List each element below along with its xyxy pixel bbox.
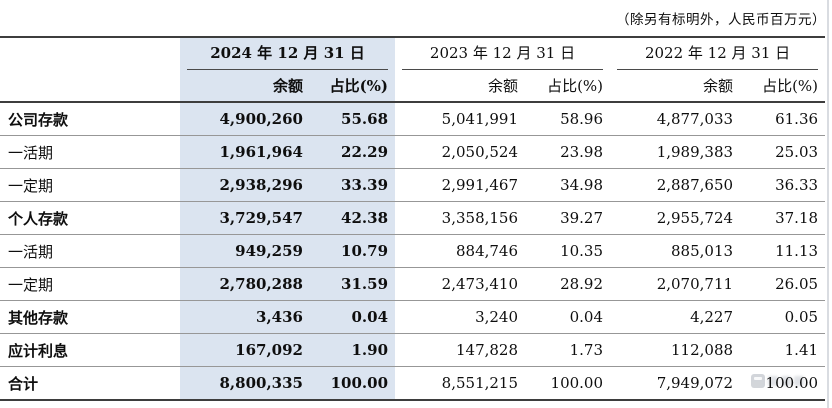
- deposits-table: 2024 年 12 月 31 日 2023 年 12 月 31 日 2022 年…: [0, 36, 826, 401]
- balance-2024: 3,436: [180, 300, 305, 334]
- col-header-2024: 2024 年 12 月 31 日: [187, 38, 389, 70]
- table-row-accrued-interest: 应计利息 167,092 1.90 147,828 1.73 112,088 1…: [0, 333, 826, 367]
- date-header-row: 2024 年 12 月 31 日 2023 年 12 月 31 日 2022 年…: [0, 37, 825, 70]
- balance-2022: 7,949,072: [610, 366, 736, 401]
- ratio-2024: 22.29: [305, 135, 396, 169]
- balance-2023: 8,551,215: [395, 366, 521, 401]
- col-header-2022: 2022 年 12 月 31 日: [617, 38, 819, 70]
- page-edge-line: [827, 0, 829, 408]
- ratio-2023: 28.92: [520, 267, 611, 301]
- balance-2022: 2,070,711: [610, 267, 736, 301]
- balance-2024: 167,092: [180, 333, 305, 367]
- balance-2023: 3,358,156: [395, 201, 521, 235]
- row-label: 个人存款: [0, 201, 180, 235]
- ratio-2023: 23.98: [520, 135, 611, 169]
- table-row-personal-deposits: 个人存款 3,729,547 42.38 3,358,156 39.27 2,9…: [0, 201, 826, 235]
- ratio-2024: 0.04: [305, 300, 396, 334]
- ratio-2024: 100.00: [305, 366, 396, 401]
- ratio-2022: 1.41: [735, 333, 826, 367]
- row-label: 公司存款: [0, 102, 180, 136]
- row-label: 一活期: [0, 135, 180, 169]
- col-group-2022: 2022 年 12 月 31 日: [610, 37, 825, 70]
- ratio-2024: 31.59: [305, 267, 396, 301]
- table-row-corporate-deposits: 公司存款 4,900,260 55.68 5,041,991 58.96 4,8…: [0, 102, 826, 136]
- balance-2023: 2,473,410: [395, 267, 521, 301]
- ratio-2024: 33.39: [305, 168, 396, 202]
- subheader-balance-2022: 余额: [610, 70, 736, 103]
- balance-2022: 885,013: [610, 234, 736, 268]
- ratio-2023: 1.73: [520, 333, 611, 367]
- balance-2024: 2,938,296: [180, 168, 305, 202]
- subheader-ratio-2022: 占比(%): [735, 70, 826, 103]
- balance-2024: 8,800,335: [180, 366, 305, 401]
- ratio-2024: 10.79: [305, 234, 396, 268]
- unit-note: （除另有标明外，人民币百万元）: [616, 12, 826, 28]
- ratio-2024: 42.38: [305, 201, 396, 235]
- ratio-2022: 25.03: [735, 135, 826, 169]
- row-label: 其他存款: [0, 300, 180, 334]
- ratio-2022: 36.33: [735, 168, 826, 202]
- balance-2023: 147,828: [395, 333, 521, 367]
- ratio-2024: 55.68: [305, 102, 396, 136]
- table-row-personal-demand: 一活期 949,259 10.79 884,746 10.35 885,013 …: [0, 234, 826, 268]
- balance-2024: 2,780,288: [180, 267, 305, 301]
- subheader-balance-2024: 余额: [180, 70, 305, 103]
- table-row-corporate-time: 一定期 2,938,296 33.39 2,991,467 34.98 2,88…: [0, 168, 826, 202]
- balance-2024: 4,900,260: [180, 102, 305, 136]
- balance-2023: 2,991,467: [395, 168, 521, 202]
- row-label: 一定期: [0, 168, 180, 202]
- ratio-2023: 10.35: [520, 234, 611, 268]
- subheader-ratio-2024: 占比(%): [305, 70, 396, 103]
- ratio-2022: 11.13: [735, 234, 826, 268]
- ratio-2022: 0.05: [735, 300, 826, 334]
- ratio-2022: 26.05: [735, 267, 826, 301]
- table-row-other-deposits: 其他存款 3,436 0.04 3,240 0.04 4,227 0.05: [0, 300, 826, 334]
- balance-2022: 112,088: [610, 333, 736, 367]
- corner-cell: [0, 37, 180, 70]
- balance-2024: 1,961,964: [180, 135, 305, 169]
- ratio-2023: 58.96: [520, 102, 611, 136]
- row-label: 应计利息: [0, 333, 180, 367]
- ratio-2023: 39.27: [520, 201, 611, 235]
- subheader-balance-2023: 余额: [395, 70, 521, 103]
- col-group-2023: 2023 年 12 月 31 日: [395, 37, 610, 70]
- table-row-personal-time: 一定期 2,780,288 31.59 2,473,410 28.92 2,07…: [0, 267, 826, 301]
- subheader-ratio-2023: 占比(%): [520, 70, 611, 103]
- ratio-2023: 34.98: [520, 168, 611, 202]
- balance-2022: 1,989,383: [610, 135, 736, 169]
- balance-2022: 2,955,724: [610, 201, 736, 235]
- balance-2023: 884,746: [395, 234, 521, 268]
- balance-2022: 2,887,650: [610, 168, 736, 202]
- ratio-2022: 37.18: [735, 201, 826, 235]
- ratio-2022: 61.36: [735, 102, 826, 136]
- ratio-2022: 100.00: [735, 366, 826, 401]
- col-group-2024: 2024 年 12 月 31 日: [180, 37, 396, 70]
- ratio-2023: 0.04: [520, 300, 611, 334]
- col-header-2023: 2023 年 12 月 31 日: [402, 38, 604, 70]
- balance-2024: 3,729,547: [180, 201, 305, 235]
- sub-header-row: 余额 占比(%) 余额 占比(%) 余额 占比(%): [0, 70, 826, 103]
- balance-2023: 3,240: [395, 300, 521, 334]
- table-row-corporate-demand: 一活期 1,961,964 22.29 2,050,524 23.98 1,98…: [0, 135, 826, 169]
- ratio-2023: 100.00: [520, 366, 611, 401]
- balance-2023: 2,050,524: [395, 135, 521, 169]
- balance-2022: 4,877,033: [610, 102, 736, 136]
- balance-2023: 5,041,991: [395, 102, 521, 136]
- ratio-2024: 1.90: [305, 333, 396, 367]
- row-label: 一定期: [0, 267, 180, 301]
- table-row-total: 合计 8,800,335 100.00 8,551,215 100.00 7,9…: [0, 366, 826, 401]
- balance-2024: 949,259: [180, 234, 305, 268]
- row-label: 一活期: [0, 234, 180, 268]
- balance-2022: 4,227: [610, 300, 736, 334]
- row-label: 合计: [0, 366, 180, 401]
- corner-cell: [0, 70, 180, 103]
